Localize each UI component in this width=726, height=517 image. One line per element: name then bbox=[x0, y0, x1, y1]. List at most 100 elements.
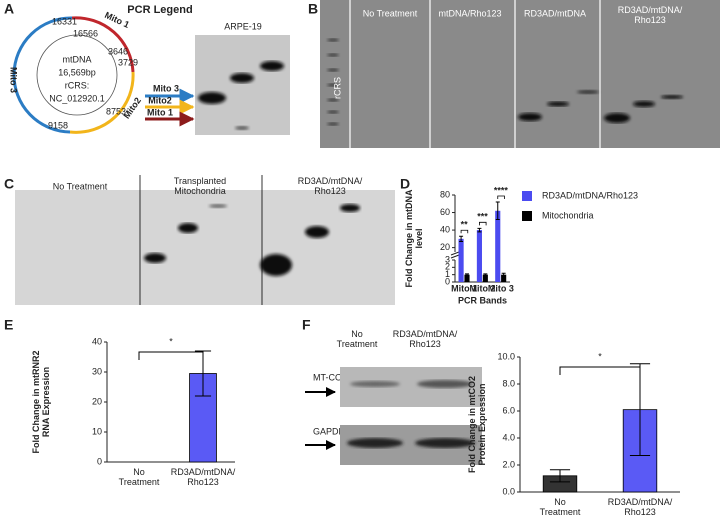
y-tick-label: 2.0 bbox=[502, 459, 515, 469]
y-tick-label: 3 bbox=[445, 254, 450, 264]
gel bbox=[15, 190, 395, 305]
position: 9158 bbox=[48, 120, 68, 130]
significance-bracket bbox=[559, 366, 641, 375]
legend-label: RD3AD/mtDNA/Rho123 bbox=[542, 190, 638, 200]
panel-label: B bbox=[308, 1, 318, 17]
y-tick-label: 1 bbox=[445, 269, 450, 279]
gel-band bbox=[327, 83, 339, 87]
significance-bracket bbox=[460, 229, 469, 234]
gel-band bbox=[305, 226, 329, 238]
gel-band bbox=[144, 253, 166, 263]
gel-band bbox=[209, 204, 227, 208]
gel-band bbox=[604, 113, 630, 123]
gel-band bbox=[327, 38, 339, 42]
bar bbox=[495, 210, 501, 282]
panel-label: F bbox=[302, 317, 311, 333]
significance: **** bbox=[494, 185, 509, 195]
y-tick-label: 40 bbox=[440, 224, 450, 234]
error-bar bbox=[629, 363, 651, 457]
gel-band bbox=[415, 438, 475, 448]
legend-title: PCR Legend bbox=[127, 4, 192, 16]
x-axis-label: PCR Bands bbox=[458, 295, 507, 305]
significance: * bbox=[169, 336, 173, 346]
y-tick-label: 30 bbox=[92, 366, 102, 376]
plasmid-map bbox=[12, 16, 135, 134]
arc-label: Mito 3 bbox=[9, 67, 19, 93]
gel-band bbox=[661, 95, 683, 99]
legend-swatch bbox=[522, 211, 532, 221]
position: 3729 bbox=[118, 57, 138, 67]
lane-label: RD3AD/mtDNA/Rho123 bbox=[618, 5, 683, 25]
gel-label: ARPE-19 bbox=[224, 21, 262, 31]
gel-band bbox=[633, 101, 655, 107]
y-tick-label: 60 bbox=[440, 207, 450, 217]
position: 16331 bbox=[52, 16, 77, 26]
significance: *** bbox=[477, 212, 488, 222]
significance-bracket bbox=[497, 195, 505, 200]
lane-label: RD3AD/mtDNA/Rho123 bbox=[298, 176, 363, 196]
bar bbox=[501, 274, 507, 282]
y-tick-label: 0 bbox=[445, 276, 450, 286]
position: 8753 bbox=[106, 106, 126, 116]
y-tick-label: 8.0 bbox=[502, 378, 515, 388]
lane-label: Transplanted Mitochondria bbox=[174, 176, 226, 196]
blot-row-label: MT-CO2 bbox=[313, 372, 347, 382]
gel-band bbox=[198, 92, 226, 104]
y-tick-label: 80 bbox=[440, 189, 450, 199]
genome-text: rCRS: bbox=[65, 80, 90, 90]
bar bbox=[458, 238, 464, 282]
error-bar bbox=[477, 227, 482, 233]
gel-band bbox=[327, 53, 339, 57]
significance: * bbox=[598, 351, 602, 361]
panel-label: D bbox=[400, 176, 410, 192]
y-tick-label: 2 bbox=[445, 262, 450, 272]
gel-band bbox=[340, 204, 360, 212]
gel-band bbox=[350, 381, 400, 387]
lane-label: No Treatment bbox=[53, 181, 108, 191]
gel-band bbox=[230, 73, 254, 83]
arrow-label: Mito 1 bbox=[147, 107, 173, 117]
panel-label: E bbox=[4, 317, 13, 333]
y-axis-label: Fold Change in mtDNAlevel bbox=[404, 189, 424, 287]
gel-band bbox=[547, 101, 569, 107]
x-tick-label: Mito 3 bbox=[488, 283, 514, 293]
error-bar bbox=[495, 201, 500, 221]
lane-label: No Treatment bbox=[363, 8, 418, 18]
x-tick-label: Mito 2 bbox=[470, 283, 496, 293]
x-tick-label: RD3AD/mtDNA/Rho123 bbox=[608, 497, 673, 517]
significance-bracket bbox=[479, 221, 487, 226]
ladder-label: rCRS bbox=[332, 77, 342, 99]
lane-label: mtDNA/Rho123 bbox=[438, 8, 501, 18]
y-axis-label: Fold Change in mtCO2Protein Expression bbox=[467, 376, 487, 473]
x-tick-label: No Treatment bbox=[540, 497, 581, 517]
gel-band bbox=[417, 380, 473, 388]
y-tick-label: 40 bbox=[92, 336, 102, 346]
error-bar bbox=[459, 235, 464, 242]
position: 3646 bbox=[108, 46, 128, 56]
panel-label: C bbox=[4, 176, 14, 192]
x-tick-label: RD3AD/mtDNA/Rho123 bbox=[171, 467, 236, 487]
gel bbox=[320, 0, 720, 148]
error-bar bbox=[549, 469, 571, 483]
axis bbox=[450, 195, 460, 282]
gel-band bbox=[518, 113, 542, 121]
y-tick-label: 4.0 bbox=[502, 432, 515, 442]
y-axis-label: Fold Change in mtRNR2RNA Expression bbox=[31, 351, 51, 454]
gel-band bbox=[327, 122, 339, 126]
significance: ** bbox=[461, 220, 469, 230]
y-tick-label: 20 bbox=[440, 242, 450, 252]
error-bar bbox=[464, 273, 469, 276]
significance-bracket bbox=[138, 351, 204, 360]
bar bbox=[482, 274, 488, 282]
error-bar bbox=[483, 273, 488, 276]
bar bbox=[464, 274, 470, 282]
genome-text: NC_012920.1 bbox=[49, 93, 105, 103]
genome-text: 16,569bp bbox=[58, 67, 96, 77]
gel-band bbox=[260, 61, 284, 71]
y-tick-label: 10 bbox=[92, 426, 102, 436]
lane-label: RD3AD/mtDNA bbox=[524, 8, 586, 18]
legend-label: Mitochondria bbox=[542, 210, 594, 220]
genome-text: mtDNA bbox=[63, 54, 92, 64]
y-tick-label: 0 bbox=[97, 456, 102, 466]
